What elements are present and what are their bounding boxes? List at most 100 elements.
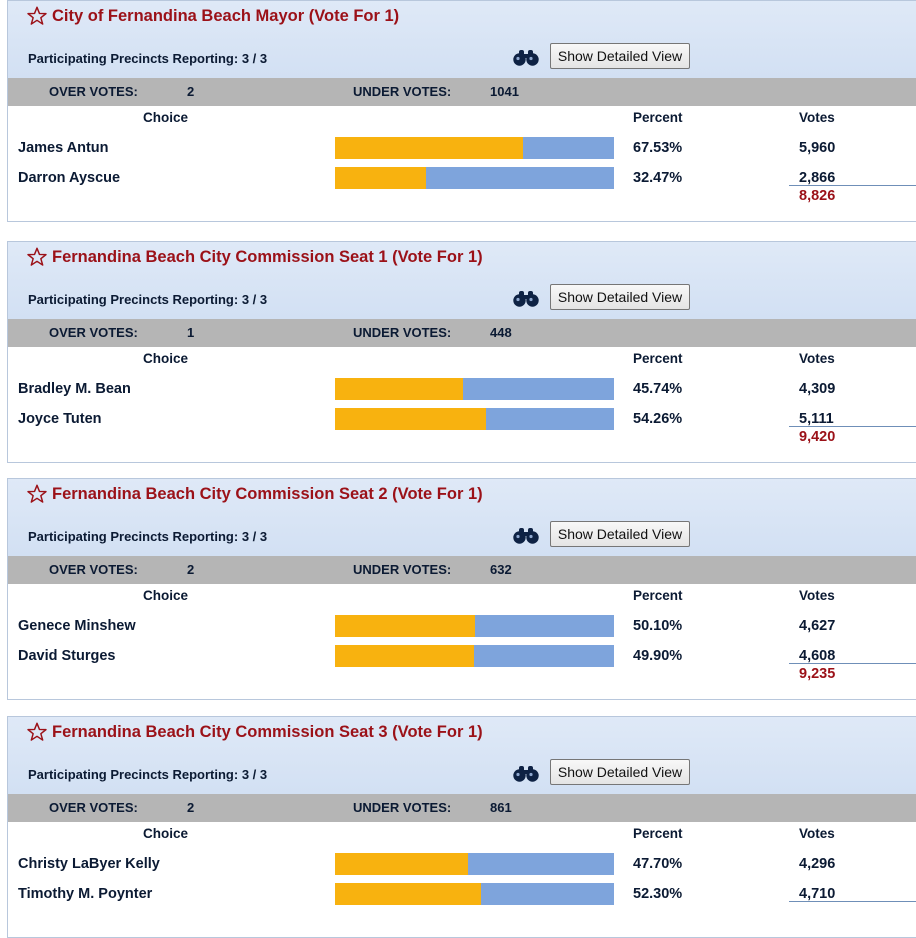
column-header-choice: Choice: [143, 826, 189, 841]
under-votes-value: 632: [490, 562, 512, 577]
contest-panel: Fernandina Beach City Commission Seat 2 …: [7, 478, 916, 700]
vote-share-bar-fill: [335, 167, 426, 189]
candidate-percent: 50.10%: [633, 618, 683, 634]
over-votes-value: 2: [187, 800, 195, 815]
binoculars-icon[interactable]: [512, 764, 540, 782]
candidate-row: Christy LaByer Kelly 47.70% 4,296: [8, 853, 916, 879]
candidate-name: Bradley M. Bean: [18, 381, 131, 397]
candidate-votes: 4,296: [799, 856, 836, 872]
candidate-name: Darron Ayscue: [18, 170, 121, 186]
precincts-reporting: Participating Precincts Reporting: 3 / 3: [28, 529, 267, 544]
vote-share-bar: [335, 378, 614, 400]
over-under-votes-bar: OVER VOTES: 2 UNDER VOTES: 632: [8, 556, 916, 584]
over-votes-label: OVER VOTES:: [49, 800, 138, 815]
under-votes-value: 448: [490, 325, 512, 340]
candidate-percent: 45.74%: [633, 381, 683, 397]
column-header-percent: Percent: [633, 351, 683, 366]
precincts-reporting: Participating Precincts Reporting: 3 / 3: [28, 767, 267, 782]
precincts-reporting-value: 3 / 3: [241, 292, 268, 307]
precincts-reporting-label: Participating Precincts Reporting:: [28, 529, 239, 544]
candidate-percent: 54.26%: [633, 411, 683, 427]
candidate-votes: 5,111: [799, 411, 834, 427]
over-under-votes-bar: OVER VOTES: 2 UNDER VOTES: 861: [8, 794, 916, 822]
contest-panel: Fernandina Beach City Commission Seat 1 …: [7, 241, 916, 463]
precincts-reporting-value: 3 / 3: [241, 529, 268, 544]
contest-header: Fernandina Beach City Commission Seat 2 …: [8, 479, 916, 556]
candidate-votes: 4,309: [799, 381, 836, 397]
over-under-votes-bar: OVER VOTES: 2 UNDER VOTES: 1041: [8, 78, 916, 106]
vote-share-bar-fill: [335, 408, 487, 430]
show-detailed-view-button[interactable]: Show Detailed View: [550, 43, 690, 69]
candidate-percent: 67.53%: [633, 140, 683, 156]
star-outline-icon[interactable]: [26, 483, 48, 505]
star-outline-icon[interactable]: [26, 246, 48, 268]
total-votes: 9,420: [799, 429, 836, 445]
contest-title: Fernandina Beach City Commission Seat 1 …: [26, 246, 483, 268]
candidate-votes: 4,608: [799, 648, 836, 664]
candidate-name: David Sturges: [18, 648, 116, 664]
vote-share-bar-fill: [335, 137, 524, 159]
under-votes-value: 1041: [490, 84, 519, 99]
column-header-votes: Votes: [799, 588, 835, 603]
vote-share-bar-fill: [335, 378, 463, 400]
column-header-choice: Choice: [143, 110, 189, 125]
star-outline-icon[interactable]: [26, 5, 48, 27]
vote-share-bar-fill: [335, 615, 475, 637]
total-divider: [789, 901, 916, 902]
binoculars-icon[interactable]: [512, 289, 540, 307]
binoculars-icon[interactable]: [512, 48, 540, 66]
contest-title: Fernandina Beach City Commission Seat 3 …: [26, 721, 483, 743]
total-votes: 9,235: [799, 666, 836, 682]
candidate-row: Joyce Tuten 54.26% 5,111: [8, 408, 916, 434]
over-votes-label: OVER VOTES:: [49, 325, 138, 340]
contest-title-text: Fernandina Beach City Commission Seat 3 …: [52, 723, 483, 741]
column-header-votes: Votes: [799, 826, 835, 841]
vote-share-bar: [335, 883, 614, 905]
under-votes-label: UNDER VOTES:: [353, 84, 452, 99]
column-header-choice: Choice: [143, 588, 189, 603]
column-header-votes: Votes: [799, 351, 835, 366]
total-divider: [789, 426, 916, 427]
under-votes-value: 861: [490, 800, 512, 815]
contest-title: Fernandina Beach City Commission Seat 2 …: [26, 483, 483, 505]
vote-share-bar-fill: [335, 853, 469, 875]
binoculars-icon[interactable]: [512, 526, 540, 544]
candidate-name: Joyce Tuten: [18, 411, 102, 427]
over-votes-label: OVER VOTES:: [49, 84, 138, 99]
candidate-votes: 4,710: [799, 886, 836, 902]
under-votes-label: UNDER VOTES:: [353, 562, 452, 577]
total-votes: 8,826: [799, 188, 836, 204]
precincts-reporting-value: 3 / 3: [241, 51, 268, 66]
total-divider: [789, 663, 916, 664]
over-votes-value: 1: [187, 325, 195, 340]
show-detailed-view-button[interactable]: Show Detailed View: [550, 759, 690, 785]
over-votes-value: 2: [187, 562, 195, 577]
column-header-votes: Votes: [799, 110, 835, 125]
contest-header: Fernandina Beach City Commission Seat 1 …: [8, 242, 916, 319]
candidate-name: Timothy M. Poynter: [18, 886, 153, 902]
contest-title: City of Fernandina Beach Mayor (Vote For…: [26, 5, 399, 27]
column-header-percent: Percent: [633, 826, 683, 841]
show-detailed-view-button[interactable]: Show Detailed View: [550, 284, 690, 310]
candidate-row: Darron Ayscue 32.47% 2,866: [8, 167, 916, 193]
precincts-reporting-label: Participating Precincts Reporting:: [28, 292, 239, 307]
vote-share-bar: [335, 137, 614, 159]
candidate-votes: 4,627: [799, 618, 836, 634]
star-outline-icon[interactable]: [26, 721, 48, 743]
over-under-votes-bar: OVER VOTES: 1 UNDER VOTES: 448: [8, 319, 916, 347]
contest-header: Fernandina Beach City Commission Seat 3 …: [8, 717, 916, 794]
over-votes-label: OVER VOTES:: [49, 562, 138, 577]
candidate-row: Genece Minshew 50.10% 4,627: [8, 615, 916, 641]
vote-share-bar-fill: [335, 645, 475, 667]
candidate-row: Timothy M. Poynter 52.30% 4,710: [8, 883, 916, 909]
candidate-percent: 52.30%: [633, 886, 683, 902]
vote-share-bar-fill: [335, 883, 481, 905]
contest-title-text: Fernandina Beach City Commission Seat 1 …: [52, 248, 483, 266]
precincts-reporting-label: Participating Precincts Reporting:: [28, 51, 239, 66]
column-header-percent: Percent: [633, 110, 683, 125]
precincts-reporting: Participating Precincts Reporting: 3 / 3: [28, 51, 267, 66]
precincts-reporting: Participating Precincts Reporting: 3 / 3: [28, 292, 267, 307]
contest-title-text: Fernandina Beach City Commission Seat 2 …: [52, 485, 483, 503]
show-detailed-view-button[interactable]: Show Detailed View: [550, 521, 690, 547]
candidate-votes: 2,866: [799, 170, 836, 186]
